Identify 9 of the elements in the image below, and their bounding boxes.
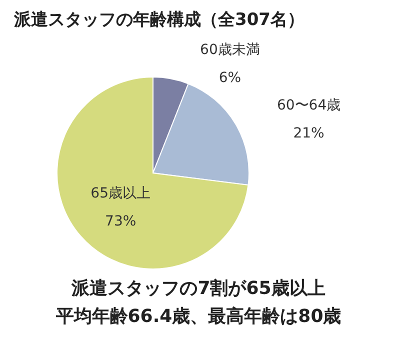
data-label: 21%: [293, 125, 324, 142]
text: 平均年齢66.4歳、最高年齢は80歳: [54, 305, 342, 329]
chart-title: 派遣スタッフの年齢構成（全307名）: [14, 9, 304, 31]
text: 派遣スタッフの7割が65歳以上: [70, 277, 326, 301]
slice-label: 65歳以上: [90, 186, 151, 202]
slice-label: 60歳未満: [200, 42, 260, 58]
slice-label: 60〜64歳: [276, 97, 341, 114]
data-label: 6%: [218, 70, 242, 86]
data-label: 73%: [105, 214, 136, 230]
